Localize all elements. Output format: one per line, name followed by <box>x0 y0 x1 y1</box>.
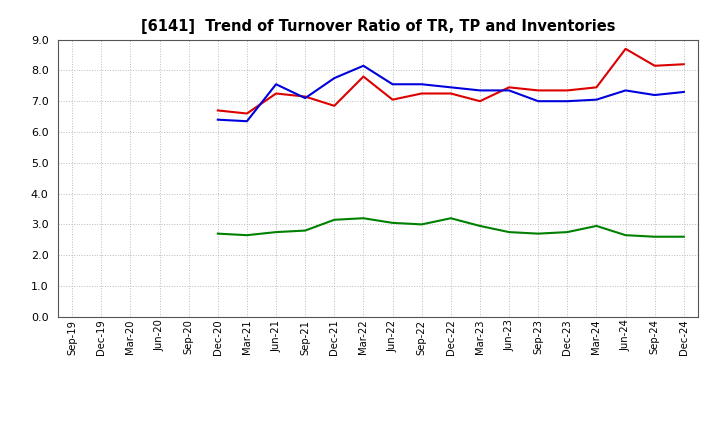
Inventories <box>563 230 572 235</box>
Inventories <box>271 230 280 235</box>
Trade Receivables <box>650 63 659 68</box>
Inventories <box>418 222 426 227</box>
Inventories <box>213 231 222 236</box>
Trade Payables <box>505 88 513 93</box>
Inventories <box>301 228 310 233</box>
Trade Payables <box>243 118 251 124</box>
Trade Payables <box>213 117 222 122</box>
Trade Payables <box>446 84 455 90</box>
Inventories <box>446 216 455 221</box>
Trade Receivables <box>505 84 513 90</box>
Line: Trade Receivables: Trade Receivables <box>217 49 684 114</box>
Inventories <box>534 231 543 236</box>
Inventories <box>359 216 368 221</box>
Inventories <box>680 234 688 239</box>
Trade Receivables <box>388 97 397 102</box>
Inventories <box>592 223 600 228</box>
Trade Receivables <box>534 88 543 93</box>
Trade Payables <box>476 88 485 93</box>
Trade Payables <box>621 88 630 93</box>
Inventories <box>243 232 251 238</box>
Trade Receivables <box>446 91 455 96</box>
Trade Payables <box>301 95 310 101</box>
Inventories <box>476 223 485 228</box>
Trade Receivables <box>301 94 310 99</box>
Trade Receivables <box>476 99 485 104</box>
Trade Payables <box>388 81 397 87</box>
Trade Receivables <box>621 46 630 51</box>
Line: Inventories: Inventories <box>217 218 684 237</box>
Trade Payables <box>592 97 600 102</box>
Trade Payables <box>359 63 368 68</box>
Trade Payables <box>650 92 659 98</box>
Trade Receivables <box>680 62 688 67</box>
Trade Receivables <box>271 91 280 96</box>
Line: Trade Payables: Trade Payables <box>217 66 684 121</box>
Trade Receivables <box>418 91 426 96</box>
Inventories <box>621 232 630 238</box>
Trade Receivables <box>563 88 572 93</box>
Trade Payables <box>534 99 543 104</box>
Trade Receivables <box>213 108 222 113</box>
Trade Receivables <box>592 84 600 90</box>
Inventories <box>388 220 397 225</box>
Trade Payables <box>271 81 280 87</box>
Trade Payables <box>680 89 688 95</box>
Title: [6141]  Trend of Turnover Ratio of TR, TP and Inventories: [6141] Trend of Turnover Ratio of TR, TP… <box>140 19 616 34</box>
Inventories <box>505 230 513 235</box>
Trade Payables <box>330 75 338 81</box>
Trade Receivables <box>359 74 368 79</box>
Trade Payables <box>563 99 572 104</box>
Trade Payables <box>418 81 426 87</box>
Trade Receivables <box>243 111 251 116</box>
Inventories <box>330 217 338 222</box>
Inventories <box>650 234 659 239</box>
Trade Receivables <box>330 103 338 108</box>
